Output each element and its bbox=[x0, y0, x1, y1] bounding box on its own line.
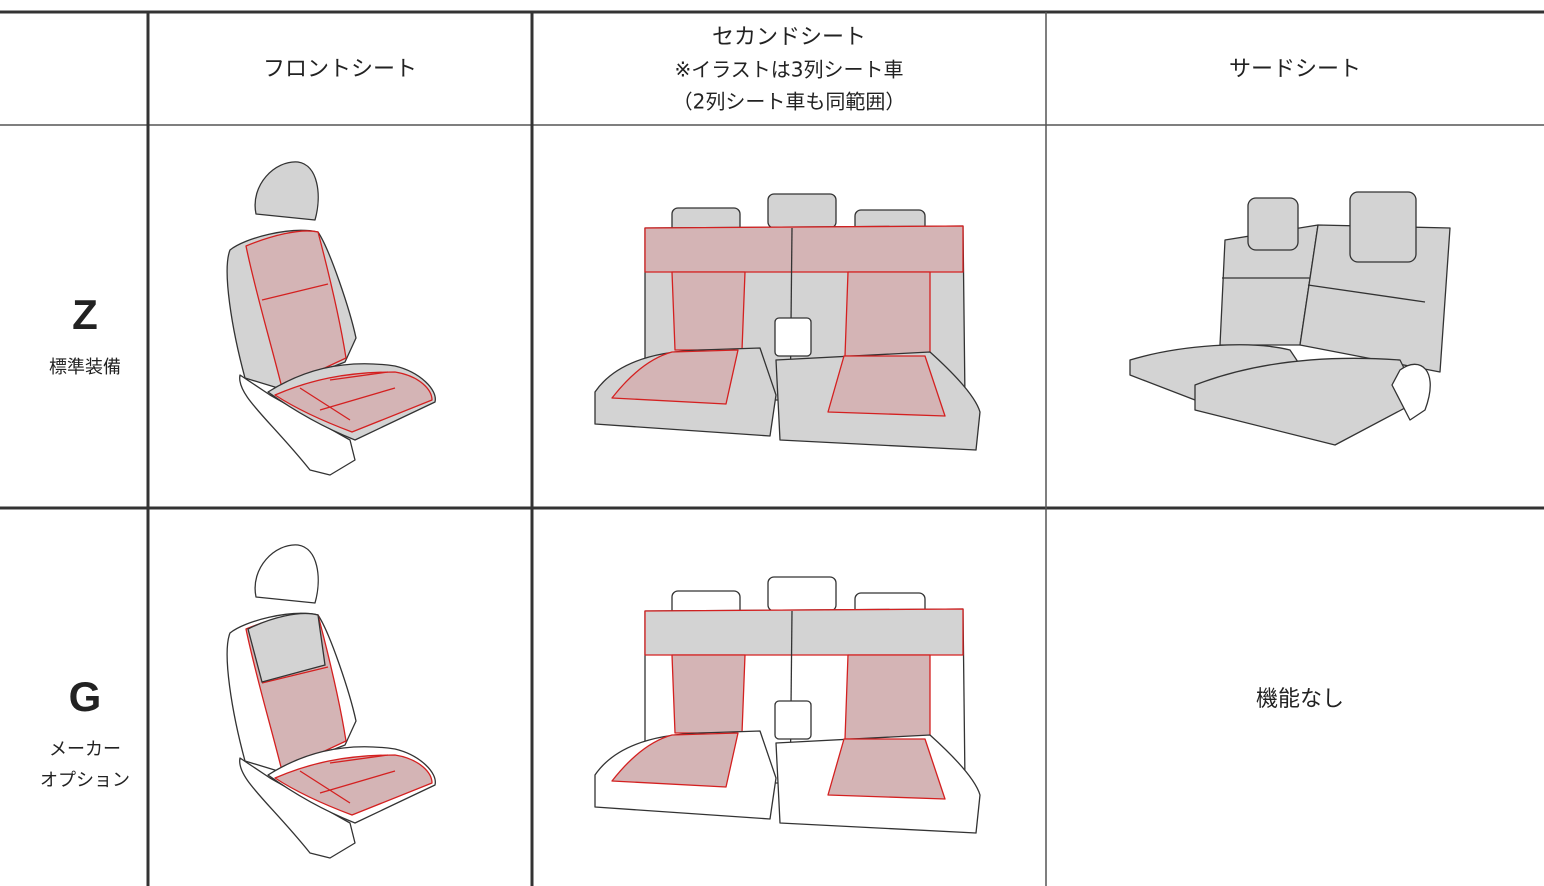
grade-label: オプション bbox=[40, 770, 130, 791]
grade-label: 標準装備 bbox=[49, 357, 121, 378]
unavailable: 機能なし bbox=[1256, 687, 1344, 712]
grade: G bbox=[69, 673, 102, 720]
front-seat-illustration bbox=[226, 161, 436, 476]
column-header: サードシート bbox=[1229, 57, 1361, 82]
grade-label: メーカー bbox=[49, 739, 121, 760]
column-header: フロントシート bbox=[263, 57, 417, 82]
grade: Z bbox=[72, 291, 98, 338]
column-note: ※イラストは3列シート車 bbox=[674, 58, 903, 82]
second-seat-illustration bbox=[594, 193, 981, 451]
front-seat-illustration bbox=[226, 544, 436, 859]
third-seat-illustration bbox=[1129, 191, 1451, 446]
second-seat-illustration bbox=[594, 576, 981, 834]
column-header: セカンドシート bbox=[712, 25, 866, 50]
column-note: （2列シート車も同範囲） bbox=[673, 90, 906, 114]
headrest-area bbox=[247, 612, 326, 683]
